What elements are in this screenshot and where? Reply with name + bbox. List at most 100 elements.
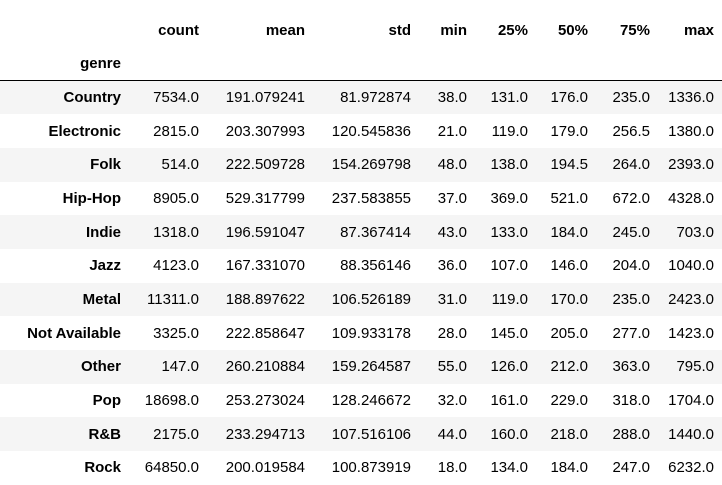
- table-cell: 43.0: [437, 223, 467, 241]
- table-row: Jazz 4123.0 167.331070 88.356146 36.0 107.0 14…: [0, 249, 722, 283]
- table-cell: 38.0: [437, 89, 467, 107]
- table-cell: 184.0: [550, 459, 588, 477]
- table-row: Hip-Hop 8905.0 529.317799 237.583855 37.0 369…: [0, 182, 722, 216]
- table-row: Not Available 3325.0 222.858647 109.933178 2…: [0, 316, 722, 350]
- table-cell: 32.0: [437, 392, 467, 410]
- table-cell: 233.294713: [225, 425, 305, 443]
- table-cell: 11311.0: [147, 290, 199, 308]
- table-cell: 161.0: [490, 392, 528, 410]
- table-cell: 288.0: [612, 425, 650, 443]
- table-cell: 28.0: [437, 324, 467, 342]
- table-cell: 245.0: [612, 223, 650, 241]
- index-name-spacer: [419, 47, 475, 81]
- table-cell: 212.0: [550, 358, 588, 376]
- table-cell: 196.591047: [225, 223, 305, 241]
- table-cell: 2393.0: [668, 156, 714, 174]
- table-cell: 222.509728: [225, 156, 305, 174]
- table-row: Metal 11311.0 188.897622 106.526189 31.0 119.…: [0, 282, 722, 317]
- table-cell: 218.0: [550, 425, 588, 443]
- table-cell: 4123.0: [153, 257, 199, 275]
- table-cell: 6232.0: [668, 459, 714, 477]
- table-cell: 247.0: [612, 459, 650, 477]
- row-index-label: Other: [80, 358, 121, 376]
- table-cell: 205.0: [550, 324, 588, 342]
- table-cell: 191.079241: [225, 89, 305, 107]
- table-cell: 4328.0: [668, 189, 714, 207]
- table-cell: 521.0: [550, 189, 588, 207]
- column-header: mean: [265, 21, 305, 39]
- row-index-label: R&B: [88, 425, 122, 443]
- table-cell: 18.0: [437, 459, 467, 477]
- table-cell: 131.0: [490, 89, 528, 107]
- table-row: Folk 514.0 222.509728 154.269798 48.0 138.0 19…: [0, 147, 722, 182]
- table-cell: 133.0: [490, 223, 528, 241]
- table-cell: 18698.0: [144, 392, 199, 410]
- table-cell: 1040.0: [668, 257, 714, 275]
- index-name-spacer: [313, 47, 419, 81]
- table-row: Electronic 2815.0 203.307993 120.545836 21.0…: [0, 114, 722, 148]
- table-cell: 107.0: [490, 257, 528, 275]
- index-name-row: genre: [0, 47, 722, 81]
- table-cell: 147.0: [161, 358, 199, 376]
- table-cell: 134.0: [490, 459, 528, 477]
- table-cell: 119.0: [491, 122, 528, 140]
- row-index-label: Pop: [92, 392, 121, 410]
- table-cell: 81.972874: [340, 89, 411, 107]
- index-name-spacer: [536, 47, 596, 81]
- index-name-spacer: [596, 47, 658, 81]
- table-cell: 369.0: [490, 189, 528, 207]
- table-cell: 167.331070: [225, 257, 305, 275]
- table-cell: 1704.0: [668, 392, 714, 410]
- table-row: Pop 18698.0 253.273024 128.246672 32.0 161.0 2…: [0, 384, 722, 418]
- table-cell: 188.897622: [225, 290, 305, 308]
- table-cell: 146.0: [550, 257, 588, 275]
- table-cell: 36.0: [437, 257, 467, 275]
- table-cell: 44.0: [437, 425, 467, 443]
- table-row: Other 147.0 260.210884 159.264587 55.0 126.0 2…: [0, 350, 722, 384]
- table-cell: 2423.0: [668, 290, 714, 308]
- row-index-label: Folk: [90, 156, 121, 174]
- row-index-label: Indie: [85, 223, 121, 241]
- table-cell: 3325.0: [153, 324, 199, 342]
- table-cell: 363.0: [612, 358, 650, 376]
- column-header: 50%: [557, 21, 588, 39]
- table-cell: 222.858647: [225, 324, 305, 342]
- table-body: Country 7534.0 191.079241 81.972874 38.0 131.…: [0, 80, 722, 485]
- table-cell: 170.0: [550, 290, 588, 308]
- table-cell: 100.873919: [331, 459, 411, 477]
- table-cell: 179.0: [550, 122, 588, 140]
- table-cell: 795.0: [676, 358, 714, 376]
- index-name-spacer: [475, 47, 536, 81]
- table-cell: 48.0: [437, 156, 467, 174]
- index-name-label: genre: [0, 47, 129, 81]
- table-cell: 1336.0: [668, 89, 714, 107]
- table-cell: 277.0: [612, 324, 650, 342]
- table-cell: 253.273024: [225, 392, 305, 410]
- table-cell: 235.0: [612, 290, 650, 308]
- column-header: std: [388, 21, 412, 39]
- column-header: 25%: [497, 21, 528, 39]
- table-cell: 160.0: [490, 425, 528, 443]
- table-cell: 237.583855: [331, 189, 411, 207]
- table-cell: 1380.0: [668, 122, 714, 140]
- table-cell: 55.0: [437, 358, 467, 376]
- describe-table: count mean std min 25% 50% 75% max genre Countr…: [0, 13, 722, 485]
- table-cell: 7534.0: [153, 89, 199, 107]
- table-cell: 154.269798: [331, 156, 411, 174]
- index-name-spacer: [207, 47, 313, 81]
- table-cell: 88.356146: [340, 257, 411, 275]
- table-cell: 529.317799: [225, 189, 305, 207]
- column-header: 75%: [619, 21, 650, 39]
- table-cell: 87.367414: [340, 223, 411, 241]
- table-row: Indie 1318.0 196.591047 87.367414 43.0 133.0 1…: [0, 215, 722, 249]
- table-cell: 145.0: [490, 324, 528, 342]
- column-header-row: count mean std min 25% 50% 75% max: [0, 13, 722, 47]
- table-cell: 159.264587: [331, 358, 411, 376]
- table-cell: 203.307993: [225, 122, 305, 140]
- table-cell: 2815.0: [153, 122, 199, 140]
- table-cell: 37.0: [437, 189, 467, 207]
- row-index-label: Hip-Hop: [62, 189, 121, 207]
- table-cell: 229.0: [550, 392, 588, 410]
- row-index-label: Metal: [82, 290, 121, 308]
